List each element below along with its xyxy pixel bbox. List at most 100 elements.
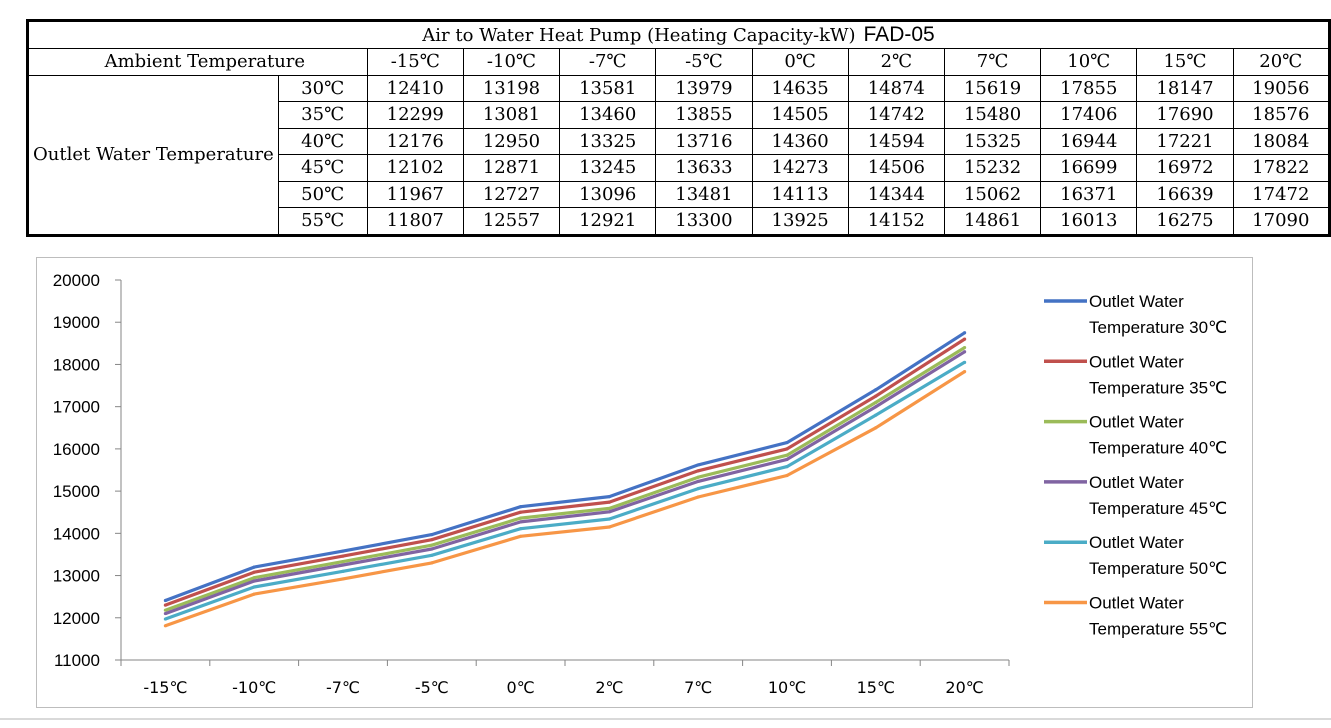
y-tick-label: 15000 (53, 482, 100, 501)
column-header: 2℃ (847, 48, 945, 76)
table-cell: 12921 (559, 207, 657, 236)
data-point (252, 565, 256, 569)
data-point (785, 473, 789, 478)
data-point (252, 585, 256, 589)
data-point (874, 413, 878, 417)
legend-label: Outlet Water (1089, 473, 1184, 492)
chart-area: 20000 19000 18000 17000 16000 15000 14000 13000… (36, 257, 1253, 708)
table-cell: 16013 (1040, 207, 1138, 236)
data-point (163, 598, 167, 603)
capacity-table: Air to Water Heat Pump (Heating Capacity… (26, 19, 1331, 237)
table-row: 55℃ 11807 12557 12921 13300 13925 14152 14861 16… (28, 207, 1331, 236)
x-tick-label: 7℃ (684, 678, 712, 697)
data-point (696, 463, 700, 467)
data-point (252, 570, 256, 574)
table-title: Air to Water Heat Pump (Heating Capacity… (27, 20, 1330, 49)
table-cell: 18084 (1232, 127, 1331, 155)
data-point (163, 611, 167, 616)
column-header: 15℃ (1136, 48, 1234, 76)
table-row: 40℃ 12176 12950 13325 13716 14360 14594 15325 16… (28, 127, 1331, 155)
data-point (163, 624, 167, 628)
table-row: 50℃ 11967 12727 13096 13481 14113 14344 15062 16… (28, 180, 1331, 208)
x-tick-label: 20℃ (945, 678, 983, 697)
data-point (696, 475, 700, 479)
data-point (252, 579, 256, 583)
data-point (519, 534, 523, 538)
data-point (430, 533, 434, 537)
data-point (963, 360, 967, 364)
legend-label: Temperature 40℃ (1089, 439, 1227, 458)
table-title-text: Air to Water Heat Pump (Heating Capacity… (422, 25, 856, 46)
y-tick-label: 12000 (53, 609, 100, 628)
row-label: 35℃ (277, 101, 368, 129)
table-cell: 14360 (751, 127, 849, 155)
legend-label: Outlet Water (1089, 594, 1184, 613)
table-cell: 16944 (1040, 127, 1138, 155)
table-cell: 12557 (462, 207, 561, 236)
data-point (963, 350, 967, 354)
data-point (963, 345, 967, 350)
bottom-divider (0, 718, 1331, 720)
table-cell: 13481 (655, 180, 753, 208)
y-tick-label: 16000 (53, 440, 100, 459)
column-header: -5℃ (655, 48, 753, 76)
x-tick-label: -10℃ (232, 678, 276, 697)
table-cell: 13979 (655, 74, 753, 102)
series-line (164, 360, 966, 621)
column-header: -15℃ (366, 48, 464, 76)
data-point (874, 405, 878, 409)
row-label: 30℃ (277, 74, 368, 102)
data-point (519, 516, 523, 520)
data-point (696, 469, 700, 473)
table-cell: 18147 (1136, 74, 1234, 102)
table-cell: 13716 (655, 127, 753, 155)
data-point (430, 553, 434, 557)
data-point (785, 440, 789, 445)
data-point (341, 554, 345, 558)
series-line (164, 346, 966, 612)
table-cell: 12299 (366, 101, 464, 129)
legend-label: Temperature 55℃ (1089, 620, 1227, 639)
table-row: 35℃ 12299 13081 13460 13855 14505 14742 15480 17… (28, 101, 1331, 129)
table-cell: 14505 (751, 101, 849, 129)
line-chart: 20000 19000 18000 17000 16000 15000 14000 13000… (53, 271, 1227, 697)
data-point (341, 560, 345, 564)
data-point (252, 576, 256, 580)
table-cell: 13081 (462, 101, 561, 129)
column-header: 10℃ (1040, 48, 1138, 76)
data-point (607, 510, 612, 514)
table-cell: 13460 (559, 101, 657, 129)
data-point (519, 505, 523, 509)
legend-label: Temperature 30℃ (1089, 318, 1227, 337)
data-point (607, 525, 612, 529)
table-cell: 12871 (462, 154, 561, 182)
series-line (164, 331, 966, 602)
data-point (430, 547, 434, 551)
column-header: -7℃ (559, 48, 657, 76)
data-point (607, 517, 612, 521)
data-point (341, 563, 345, 567)
data-point (785, 447, 789, 451)
row-label: 45℃ (277, 154, 368, 182)
data-point (163, 617, 167, 621)
data-point (963, 337, 967, 341)
table-cell: 13300 (655, 207, 753, 236)
data-point (874, 400, 878, 405)
data-point (519, 520, 523, 524)
table-cell: 13096 (559, 180, 657, 208)
table-cell: 11967 (366, 180, 464, 208)
data-point (696, 495, 700, 499)
table-row: 45℃ 12102 12871 13245 13633 14273 14506 15232 16… (28, 154, 1331, 182)
data-point (519, 527, 523, 531)
series-line (164, 337, 966, 607)
y-tick-label: 17000 (53, 398, 100, 417)
y-tick-label: 14000 (53, 524, 100, 543)
y-tick-label: 18000 (53, 355, 100, 374)
table-cell: 17855 (1040, 74, 1138, 102)
data-point (607, 506, 612, 511)
legend-label: Temperature 50℃ (1089, 559, 1227, 578)
x-tick-label: 10℃ (768, 678, 806, 697)
table-cell: 15480 (943, 101, 1042, 129)
y-tick-label: 13000 (53, 567, 100, 586)
table-header-row: Ambient Temperature -15℃ -10℃ -7℃ -5℃ 0℃ 2℃ 7℃ 1… (27, 48, 1331, 76)
